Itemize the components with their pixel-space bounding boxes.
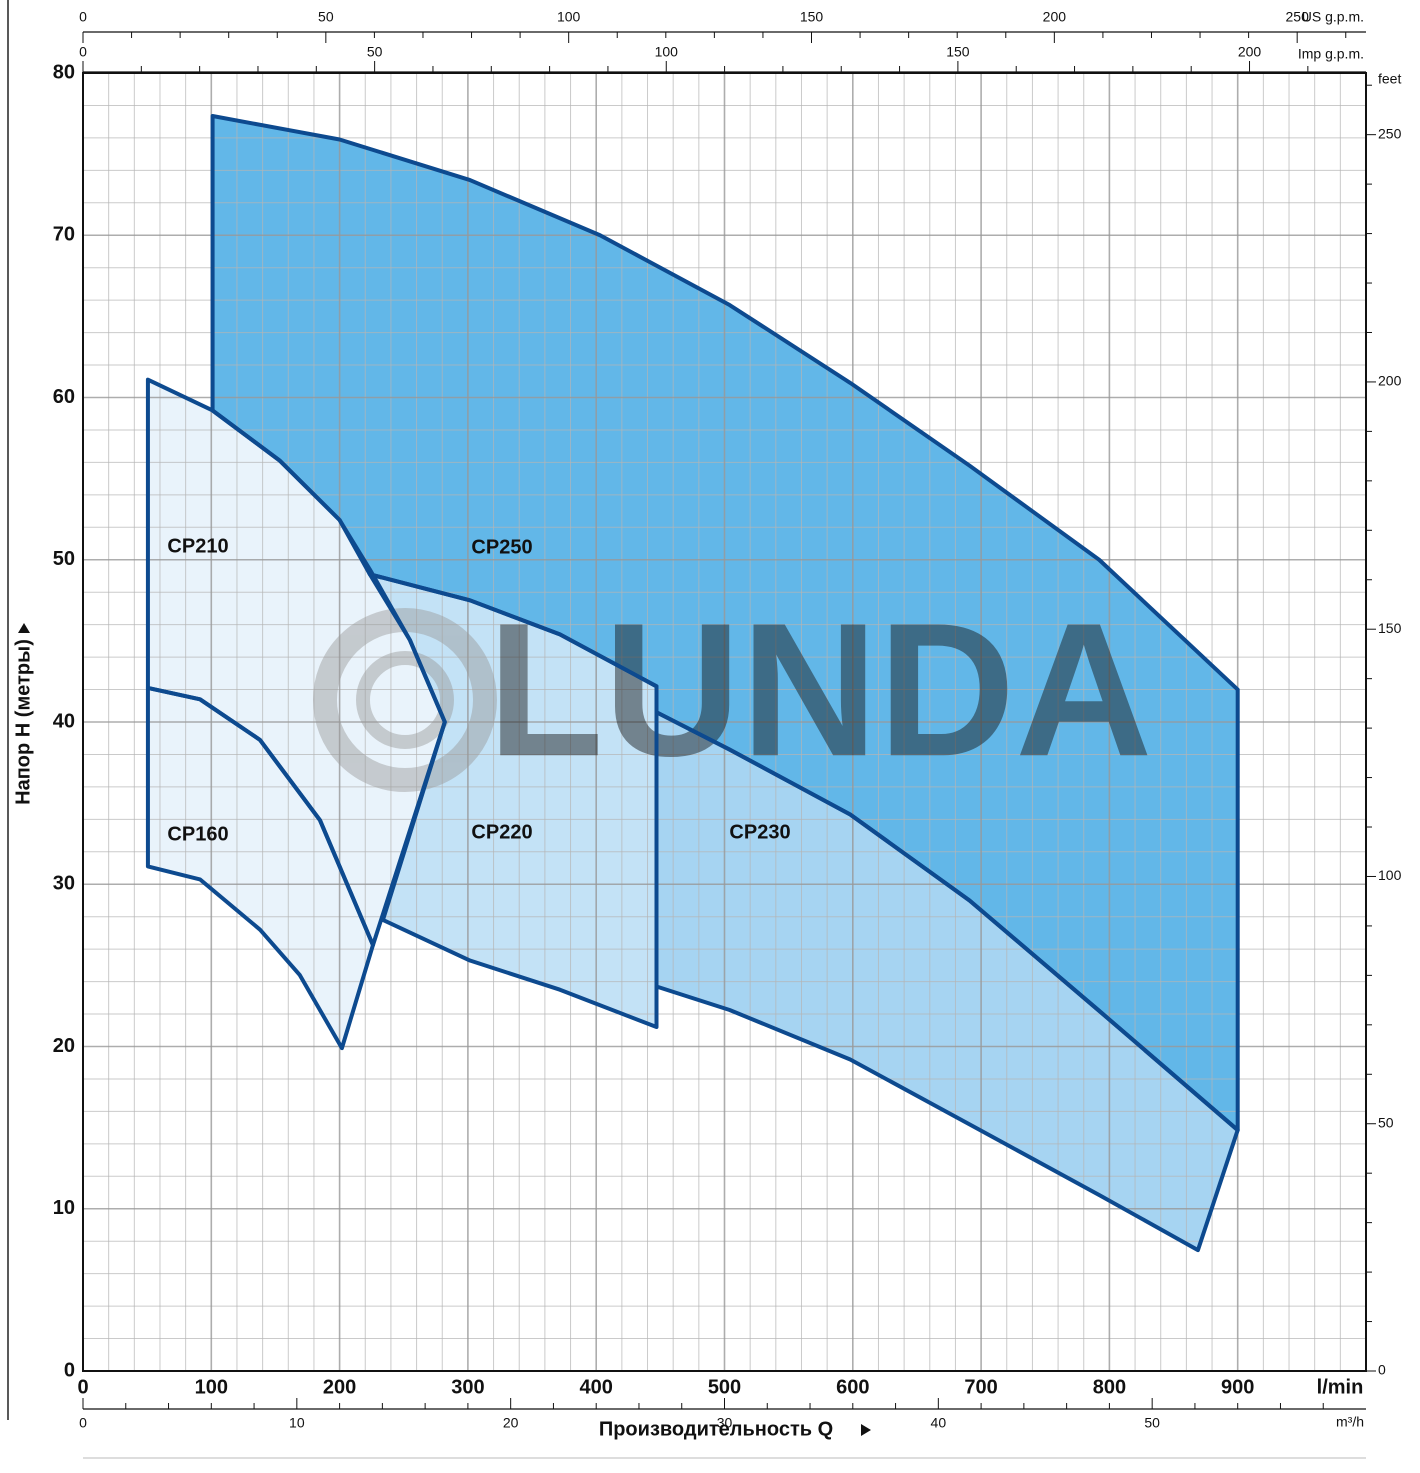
tick-label: 200: [1378, 373, 1402, 389]
x-tick-label: 700: [964, 1376, 997, 1398]
tick-label: 100: [557, 9, 581, 25]
watermark: LUNDA: [488, 584, 1153, 796]
tick-label: 50: [367, 44, 383, 60]
tick-label: 150: [1378, 620, 1402, 636]
y-tick-label: 40: [53, 710, 75, 732]
arrow: [861, 1424, 871, 1436]
y-tick-label: 60: [53, 386, 75, 408]
region-outline: [145, 685, 375, 1051]
y-axis-title: Напор H (метры): [12, 639, 34, 805]
tick-label: 250: [1286, 9, 1310, 25]
region-label: CP160: [167, 823, 228, 845]
axis-unit: Imp g.p.m.: [1298, 46, 1364, 62]
tick-label: 0: [79, 1415, 87, 1431]
plot-frame: [82, 72, 1367, 1372]
x-unit: l/min: [1317, 1376, 1364, 1398]
region-fill: [147, 379, 445, 946]
tick-label: 40: [931, 1415, 947, 1431]
x-tick-label: 800: [1093, 1376, 1126, 1398]
tick-label: 50: [1378, 1114, 1394, 1130]
region-fill: [369, 574, 657, 1028]
axis-unit: m³/h: [1336, 1414, 1364, 1430]
x-tick-label: 400: [580, 1376, 613, 1398]
tick-label: 30: [717, 1415, 733, 1431]
y-tick-label: 70: [53, 224, 75, 246]
x-tick-label: 600: [836, 1376, 869, 1398]
region-label: CP210: [167, 535, 228, 557]
tick-label: 10: [289, 1415, 305, 1431]
region-label: CP220: [471, 821, 532, 843]
y-tick-label: 10: [53, 1197, 75, 1219]
tick-label: 0: [79, 44, 87, 60]
arrow: [18, 623, 30, 633]
region-label: CP250: [471, 536, 532, 558]
tick-label: 0: [1378, 1362, 1386, 1378]
x-tick-label: 100: [195, 1376, 228, 1398]
tick-label: 150: [800, 9, 824, 25]
y-tick-label: 0: [64, 1359, 75, 1381]
x-tick-label: 900: [1221, 1376, 1254, 1398]
y-tick-label: 50: [53, 548, 75, 570]
y-tick-label: 30: [53, 873, 75, 895]
x-tick-label: 0: [77, 1376, 88, 1398]
tick-label: 100: [1378, 867, 1402, 883]
tick-label: 200: [1238, 44, 1262, 60]
y-tick-label: 80: [53, 61, 75, 83]
x-axis-title: Производительность Q: [599, 1418, 833, 1440]
tick-label: 100: [655, 44, 679, 60]
watermark-logo: [313, 608, 497, 792]
region-fill: [147, 687, 373, 1049]
region-outline: [654, 710, 1240, 1253]
axis-unit: US g.p.m.: [1302, 9, 1364, 25]
x-tick-label: 500: [708, 1376, 741, 1398]
tick-label: 20: [503, 1415, 519, 1431]
y-tick-label: 20: [53, 1035, 75, 1057]
tick-label: 0: [79, 9, 87, 25]
tick-label: 250: [1378, 125, 1402, 141]
tick-label: 50: [318, 9, 334, 25]
region-label: CP230: [729, 821, 790, 843]
tick-label: 50: [1144, 1415, 1160, 1431]
axis-unit: feet: [1378, 71, 1401, 87]
tick-label: 200: [1043, 9, 1067, 25]
tick-label: 150: [946, 44, 970, 60]
x-tick-label: 300: [451, 1376, 484, 1398]
x-tick-label: 200: [323, 1376, 356, 1398]
